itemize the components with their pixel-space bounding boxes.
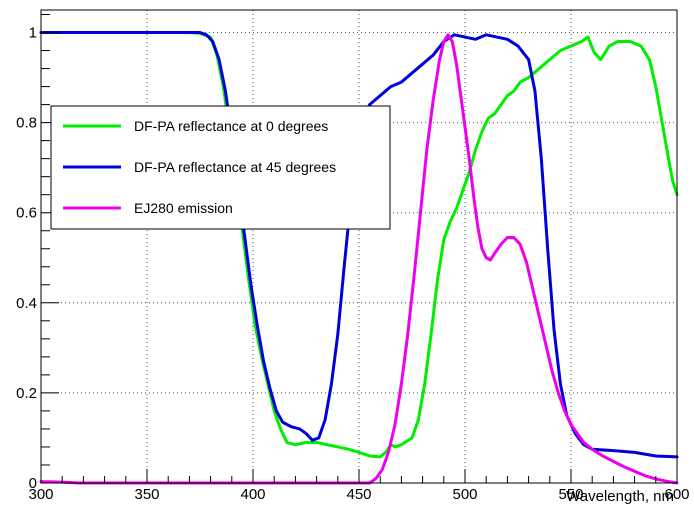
y-tick-label: 0.6 [16, 205, 37, 222]
x-tick-label: 350 [134, 486, 159, 503]
grid-lines [41, 10, 677, 483]
x-tick-label: 300 [28, 486, 53, 503]
x-tick-label: 450 [346, 486, 371, 503]
x-tick-label: 600 [664, 486, 689, 503]
y-tick-label: 0.8 [16, 115, 37, 132]
y-tick-label: 0.4 [16, 295, 37, 312]
legend: DF-PA reflectance at 0 degrees DF-PA refl… [50, 105, 391, 230]
legend-label-0: DF-PA reflectance at 0 degrees [134, 118, 328, 134]
x-tick-label: 500 [452, 486, 477, 503]
legend-label-1: DF-PA reflectance at 45 degrees [134, 159, 336, 175]
y-tick-label: 1 [29, 25, 37, 42]
series-lines [39, 31, 679, 485]
x-tick-label: 400 [240, 486, 265, 503]
y-tick-label: 0 [29, 475, 37, 492]
x-tick-label: 550 [558, 486, 583, 503]
legend-label-2: EJ280 emission [134, 200, 233, 216]
x-axis-title: Wavelength, nm [566, 488, 674, 505]
legend-items: DF-PA reflectance at 0 degrees DF-PA refl… [63, 118, 336, 216]
series-line-2 [39, 33, 679, 485]
series-line-1 [39, 31, 679, 459]
axes: 300 350 400 450 500 550 600 0 0.2 0.4 0.6 0.8 1 [16, 9, 690, 503]
y-tick-label: 0.2 [16, 385, 37, 402]
